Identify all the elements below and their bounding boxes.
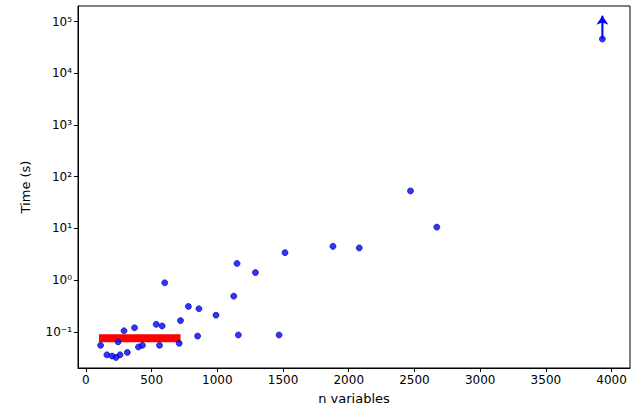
svg-text:10⁻¹: 10⁻¹: [46, 325, 73, 339]
svg-text:2500: 2500: [399, 373, 430, 387]
svg-text:10²: 10²: [52, 170, 72, 184]
svg-text:1500: 1500: [268, 373, 299, 387]
svg-text:500: 500: [140, 373, 163, 387]
svg-text:3500: 3500: [531, 373, 562, 387]
svg-text:0: 0: [82, 373, 90, 387]
svg-text:10¹: 10¹: [52, 221, 72, 235]
svg-text:Time (s): Time (s): [18, 161, 33, 215]
svg-text:10⁴: 10⁴: [52, 66, 72, 80]
svg-text:10⁵: 10⁵: [52, 15, 72, 29]
svg-text:n variables: n variables: [318, 391, 390, 406]
svg-text:2000: 2000: [333, 373, 364, 387]
svg-text:10⁰: 10⁰: [52, 273, 72, 287]
svg-text:10³: 10³: [52, 118, 72, 132]
svg-text:4000: 4000: [596, 373, 627, 387]
svg-text:3000: 3000: [465, 373, 496, 387]
svg-text:1000: 1000: [202, 373, 233, 387]
